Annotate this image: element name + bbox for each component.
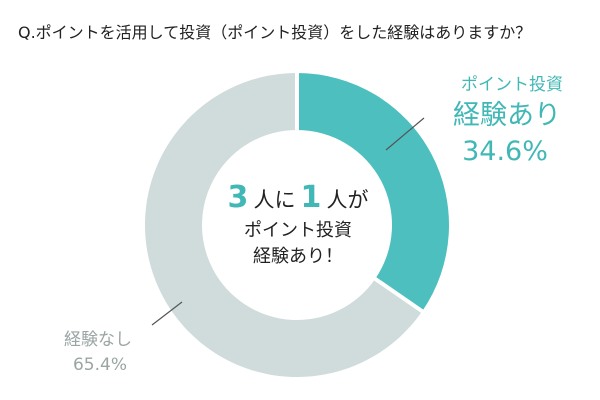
slice-label-none: 経験なし [64,330,132,350]
center-line-3: 経験あり！ [253,246,343,267]
leader-line-experienced [385,117,425,151]
slice-value-none: 65.4% [73,355,127,375]
slice-value-experienced: 34.6% [462,136,548,167]
center-word-per: 人に [253,188,295,212]
center-number-1: 1 [301,180,322,215]
center-line-1: 3 人に 1 人が [227,180,368,215]
slice-label-experienced-line1: ポイント投資 [461,75,563,95]
slice-separator [372,276,425,315]
slice-label-experienced-line2: 経験あり [453,100,561,131]
slice-none [144,73,423,377]
chart-title: Q.ポイントを活用して投資（ポイント投資）をした経験はありますか？ [18,23,531,42]
center-number-3: 3 [227,180,248,215]
donut-hole [203,131,391,319]
donut-slices [144,71,449,377]
slice-experienced [297,73,449,312]
leader-line-none [151,301,183,326]
center-word-person: 人が [327,188,369,212]
center-line-2: ポイント投資 [244,220,352,241]
